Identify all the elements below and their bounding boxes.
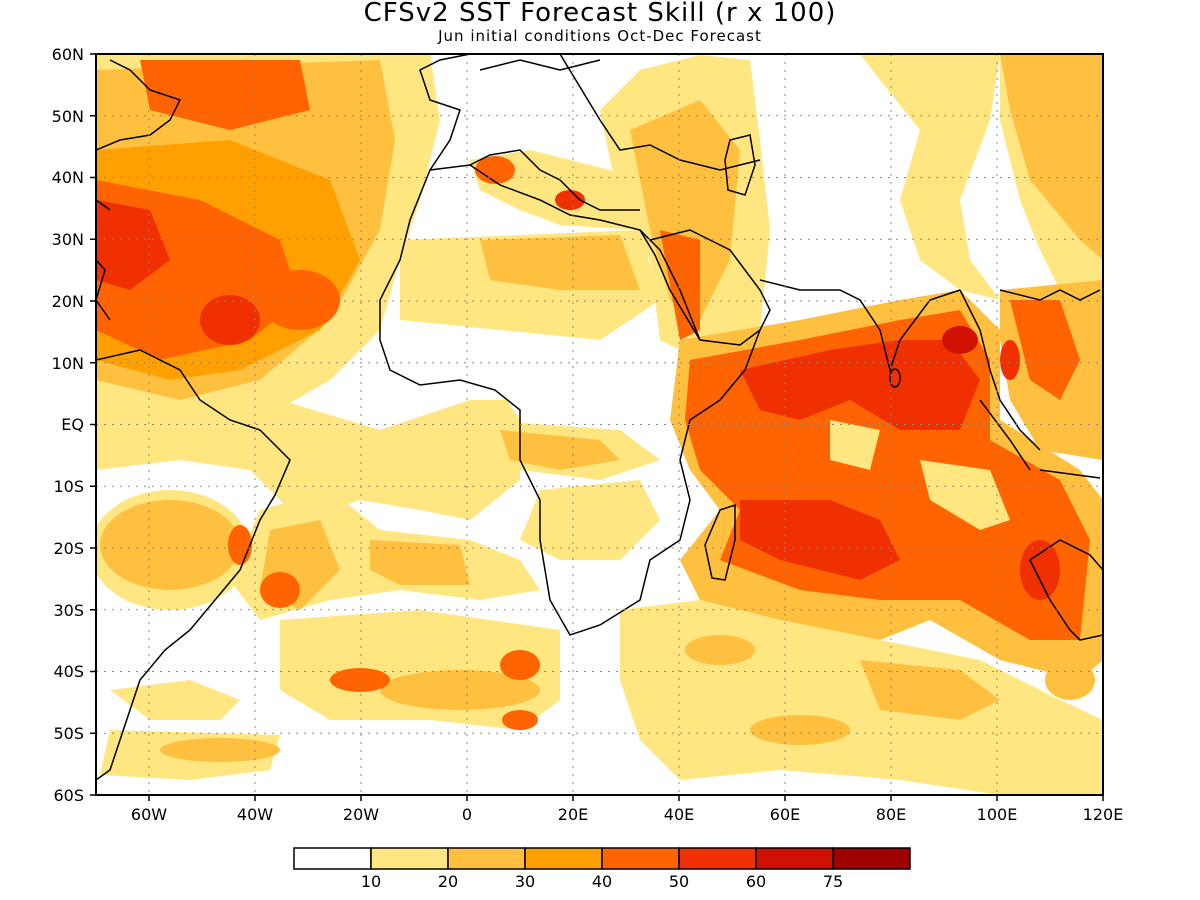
colorbar-label: 10 [361, 872, 381, 891]
y-tick-label: 10S [53, 477, 84, 496]
colorbar-swatch [755, 847, 834, 870]
colorbar-label: 20 [438, 872, 458, 891]
coastlines [96, 54, 1103, 781]
skill-field [96, 54, 1103, 795]
y-tick-label: 50S [53, 724, 84, 743]
colorbar-label: 30 [515, 872, 535, 891]
x-tick-label: 60W [131, 805, 167, 824]
y-tick-label: 40N [52, 168, 84, 187]
map-subtitle: Jun initial conditions Oct-Dec Forecast [438, 27, 762, 45]
colorbar-label: 75 [823, 872, 843, 891]
colorbar-label: 60 [746, 872, 766, 891]
colorbar-swatch [678, 847, 757, 870]
colorbar-swatch [293, 847, 372, 870]
y-tick-label: 30N [52, 230, 84, 249]
colorbar-label: 50 [669, 872, 689, 891]
x-tick-label: 100E [977, 805, 1018, 824]
gridlines [96, 54, 1103, 795]
x-tick-label: 20W [343, 805, 379, 824]
y-tick-label: EQ [61, 415, 84, 434]
colorbar-label: 40 [592, 872, 612, 891]
x-axis-labels: 60W 40W 20W 0 20E 40E 60E 80E 100E 120E [131, 805, 1123, 824]
y-tick-label: 50N [52, 107, 84, 126]
colorbar-swatch [601, 847, 680, 870]
y-tick-label: 20S [53, 539, 84, 558]
x-tick-label: 20E [558, 805, 588, 824]
y-tick-label: 10N [52, 354, 84, 373]
colorbar-swatch [832, 847, 911, 870]
y-axis-labels: 60N 50N 40N 30N 20N 10N EQ 10S 20S 30S 4… [52, 45, 84, 805]
map-title: CFSv2 SST Forecast Skill (r x 100) [363, 0, 837, 28]
x-tick-label: 120E [1083, 805, 1124, 824]
y-tick-label: 30S [53, 601, 84, 620]
y-tick-label: 40S [53, 662, 84, 681]
y-tick-label: 20N [52, 292, 84, 311]
y-tick-label: 60N [52, 45, 84, 64]
y-tick-label: 60S [53, 786, 84, 805]
colorbar-swatch [447, 847, 526, 870]
x-tick-label: 60E [770, 805, 800, 824]
colorbar: 10 20 30 40 50 60 75 [293, 847, 911, 891]
tick-marks [90, 53, 1104, 801]
colorbar-swatch [524, 847, 603, 870]
x-tick-label: 40E [664, 805, 694, 824]
colorbar-swatch [370, 847, 449, 870]
x-tick-label: 0 [462, 805, 472, 824]
x-tick-label: 40W [237, 805, 273, 824]
x-tick-label: 80E [876, 805, 906, 824]
